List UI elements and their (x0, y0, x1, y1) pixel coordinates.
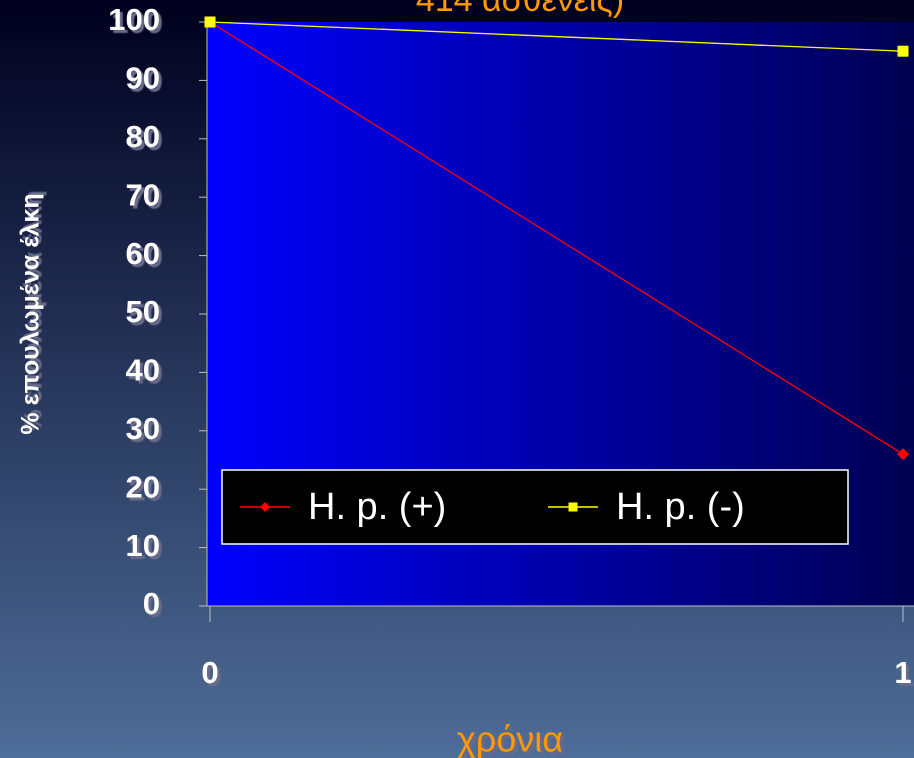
y-tick-label: 70 (126, 177, 160, 212)
x-axis-label: χρόνια (457, 719, 563, 758)
y-tick-label: 0 (143, 586, 160, 621)
series-line (209, 21, 904, 455)
legend: H. p. (+) H. p. (-) (221, 469, 849, 545)
y-tick-label: 50 (126, 294, 160, 329)
y-tick-label: 20 (126, 469, 160, 504)
marker (204, 16, 216, 28)
y-tick-label: 90 (126, 61, 160, 96)
marker (897, 45, 909, 57)
legend-marker (568, 502, 578, 512)
y-tick-label: 40 (126, 353, 160, 388)
legend-label: H. p. (-) (616, 486, 745, 528)
x-tick-label: 0 (201, 655, 218, 690)
chart-title: 414 ασθενείς) (416, 0, 624, 19)
y-tick-label: 10 (126, 528, 160, 563)
legend-marker (260, 502, 270, 512)
y-tick-label: 30 (126, 411, 160, 446)
marker (897, 448, 909, 461)
series-line (209, 21, 904, 52)
y-axis-label: % επουλωμένα έλκη (17, 193, 45, 434)
y-tick-label: 60 (126, 236, 160, 271)
x-tick-label: 1 (894, 655, 911, 690)
y-tick-label: 80 (126, 119, 160, 154)
y-tick-label: 100 (108, 2, 160, 37)
legend-label: H. p. (+) (308, 486, 446, 528)
legend-box (221, 469, 849, 545)
